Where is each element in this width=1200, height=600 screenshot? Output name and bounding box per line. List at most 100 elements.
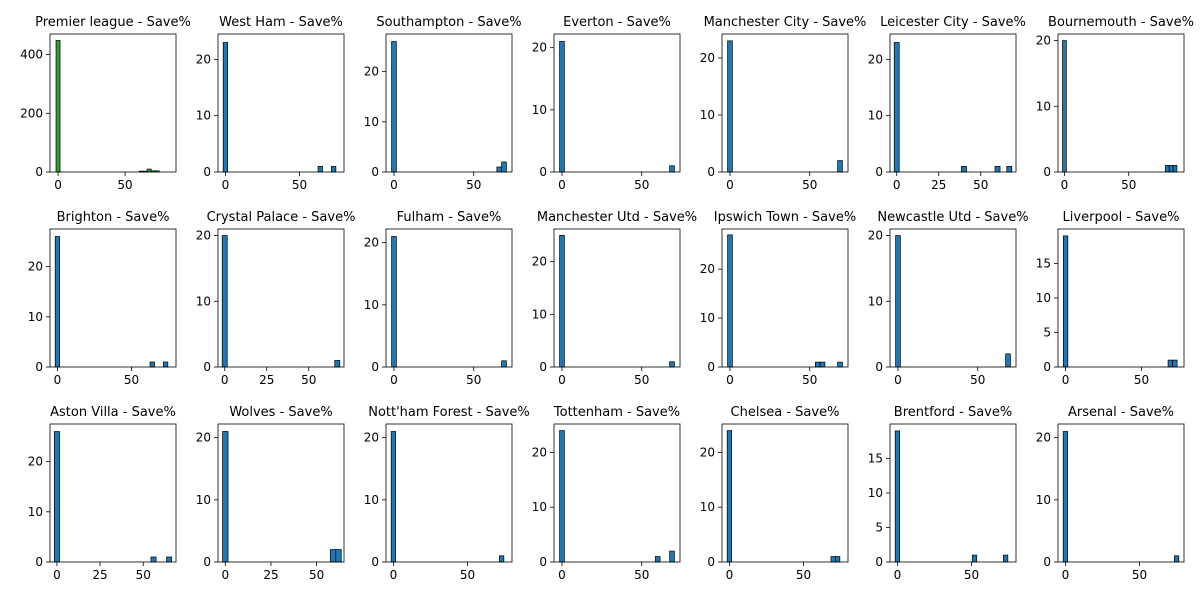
histogram-panel: West Ham - Save% 0 50 0 10 20 (196, 15, 345, 192)
histogram-bar (559, 41, 565, 173)
histogram-bar (727, 40, 733, 173)
x-tick-label: 0 (558, 178, 566, 192)
histogram-bar (837, 160, 843, 173)
histogram-bar (391, 236, 397, 368)
histogram-bar (163, 361, 169, 368)
histogram-bar (893, 42, 900, 173)
y-tick-label: 10 (364, 115, 379, 129)
y-tick-label: 0 (203, 165, 211, 179)
axes-frame (385, 33, 513, 173)
y-tick-label: 10 (364, 298, 379, 312)
x-tick-label: 50 (1132, 568, 1147, 582)
x-tick-label: 25 (92, 568, 107, 582)
histogram-bar (329, 549, 337, 563)
y-tick-label: 20 (532, 255, 547, 269)
histogram-bar (559, 430, 565, 563)
x-tick-label: 50 (292, 178, 307, 192)
histogram-bar (559, 234, 565, 368)
axes-frame (553, 423, 681, 563)
y-tick-label: 10 (868, 109, 883, 123)
axes-frame (49, 228, 177, 368)
histogram-bar (654, 556, 661, 563)
panel-title: Nott'ham Forest - Save% (368, 405, 530, 420)
y-tick-label: 20 (700, 262, 715, 276)
panel-title: Crystal Palace - Save% (207, 210, 356, 225)
panel-title: Liverpool - Save% (1063, 210, 1180, 225)
y-tick-label: 20 (364, 431, 379, 445)
y-tick-label: 10 (196, 109, 211, 123)
histogram-panel: Manchester Utd - Save% 0 50 0 10 20 (532, 210, 697, 387)
histogram-bar (501, 161, 507, 173)
histogram-bar (496, 166, 502, 173)
histogram-bar (335, 549, 342, 563)
histogram-bar (150, 556, 157, 563)
x-tick-label: 50 (1121, 178, 1136, 192)
axes-frame (385, 423, 513, 563)
histogram-bar (391, 41, 397, 173)
y-tick-label: 20 (28, 455, 43, 469)
histogram-bar (222, 431, 229, 563)
y-tick-label: 0 (875, 360, 883, 374)
axes-frame (217, 33, 345, 173)
x-tick-label: 0 (221, 568, 229, 582)
x-tick-label: 50 (796, 568, 811, 582)
y-tick-label: 20 (1036, 431, 1051, 445)
x-tick-label: 0 (726, 178, 734, 192)
histogram-panel: Nott'ham Forest - Save% 0 50 0 10 20 (364, 405, 530, 582)
histogram-panel: Aston Villa - Save% 0 25 50 0 10 20 (28, 405, 177, 582)
y-tick-label: 0 (203, 555, 211, 569)
histogram-bar (1006, 166, 1013, 173)
panel-title: Tottenham - Save% (553, 405, 680, 420)
x-tick-label: 0 (54, 373, 62, 387)
y-tick-label: 10 (1036, 99, 1051, 113)
histogram-panel: Arsenal - Save% 0 50 0 10 20 (1036, 405, 1185, 582)
panel-title: Premier league - Save% (35, 15, 191, 30)
histogram-bar (390, 431, 396, 563)
histogram-bar (835, 556, 841, 563)
panel-title: Wolves - Save% (229, 405, 332, 420)
x-tick-label: 50 (466, 178, 481, 192)
y-tick-label: 20 (364, 65, 379, 79)
histogram-bar (994, 166, 1001, 173)
histogram-bar (53, 431, 60, 563)
histogram-bar (54, 236, 60, 368)
x-tick-label: 0 (726, 373, 734, 387)
y-tick-label: 10 (868, 486, 883, 500)
histogram-panel: Bournemouth - Save% 0 50 0 10 20 (1036, 15, 1194, 192)
x-tick-label: 50 (1134, 373, 1149, 387)
histogram-bar (149, 361, 155, 368)
axes-frame (889, 33, 1017, 173)
histogram-panel: Southampton - Save% 0 50 0 10 20 (364, 15, 522, 192)
x-tick-label: 50 (309, 568, 324, 582)
histogram-bar (669, 550, 675, 563)
x-tick-label: 50 (136, 568, 151, 582)
panel-title: Bournemouth - Save% (1048, 15, 1194, 30)
histogram-bar (894, 430, 900, 563)
axes-frame (1057, 228, 1185, 368)
histogram-panel: Manchester City - Save% 0 50 0 10 20 (700, 15, 867, 192)
x-tick-label: 0 (1061, 178, 1069, 192)
x-tick-label: 50 (301, 373, 316, 387)
x-tick-label: 0 (222, 178, 230, 192)
histogram-panel: Ipswich Town - Save% 0 50 0 10 20 (700, 210, 856, 387)
y-tick-label: 0 (875, 165, 883, 179)
histogram-bar (895, 235, 901, 368)
y-tick-label: 0 (707, 165, 715, 179)
y-tick-label: 20 (364, 236, 379, 250)
y-tick-label: 0 (35, 165, 43, 179)
histogram-bar (1003, 554, 1009, 563)
y-tick-label: 0 (1043, 165, 1051, 179)
axes-frame (721, 228, 849, 368)
histogram-panel: Crystal Palace - Save% 0 25 50 0 10 20 (196, 210, 356, 387)
x-tick-label: 25 (259, 373, 274, 387)
panel-title: Brentford - Save% (894, 405, 1012, 420)
histogram-bar (334, 360, 341, 368)
y-tick-label: 20 (868, 52, 883, 66)
y-tick-label: 15 (868, 452, 883, 466)
x-tick-label: 0 (558, 568, 566, 582)
y-tick-label: 0 (35, 360, 43, 374)
x-tick-label: 50 (634, 178, 649, 192)
panel-title: Manchester Utd - Save% (537, 210, 697, 225)
x-tick-label: 50 (634, 373, 649, 387)
